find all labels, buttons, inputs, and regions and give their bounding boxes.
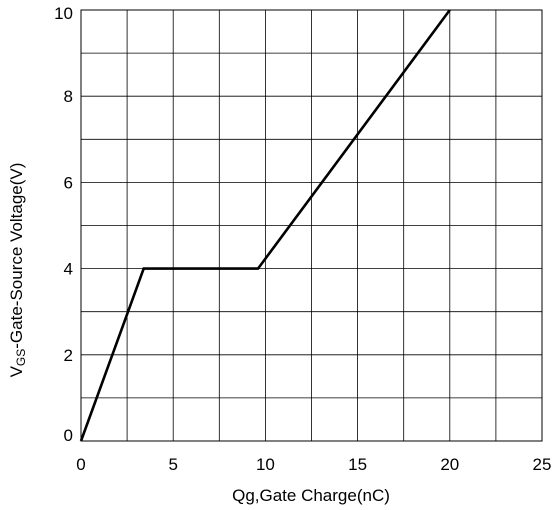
series-group	[79, 9, 451, 442]
x-tick-label: 15	[348, 455, 367, 474]
series-line	[79, 9, 451, 442]
plot-frame	[80, 9, 543, 442]
grid-lines	[80, 9, 543, 442]
x-tick-label: 10	[256, 455, 275, 474]
y-tick-label: 4	[64, 260, 73, 279]
x-tick-label: 20	[440, 455, 459, 474]
x-axis-label: Qg,Gate Charge(nC)	[232, 486, 390, 505]
y-axis-label-subscript: GS	[14, 349, 28, 366]
y-tick-label: 6	[64, 173, 73, 192]
y-tick-label: 8	[64, 87, 73, 106]
y-axis-label-suffix: -Gate-Source Voltage(V)	[7, 163, 26, 349]
y-tick-label: 2	[64, 346, 73, 365]
y-axis-label: VGS-Gate-Source Voltage(V)	[7, 163, 28, 378]
x-tick-labels: 0 5 10 15 20 25	[76, 455, 551, 474]
y-tick-labels: 0 2 4 6 8 10	[54, 4, 73, 445]
y-tick-label: 10	[54, 4, 73, 23]
x-tick-label: 5	[168, 455, 177, 474]
x-tick-label: 0	[76, 455, 85, 474]
x-tick-label: 25	[533, 455, 552, 474]
y-tick-label: 0	[64, 426, 73, 445]
y-axis-label-prefix: V	[7, 365, 26, 377]
